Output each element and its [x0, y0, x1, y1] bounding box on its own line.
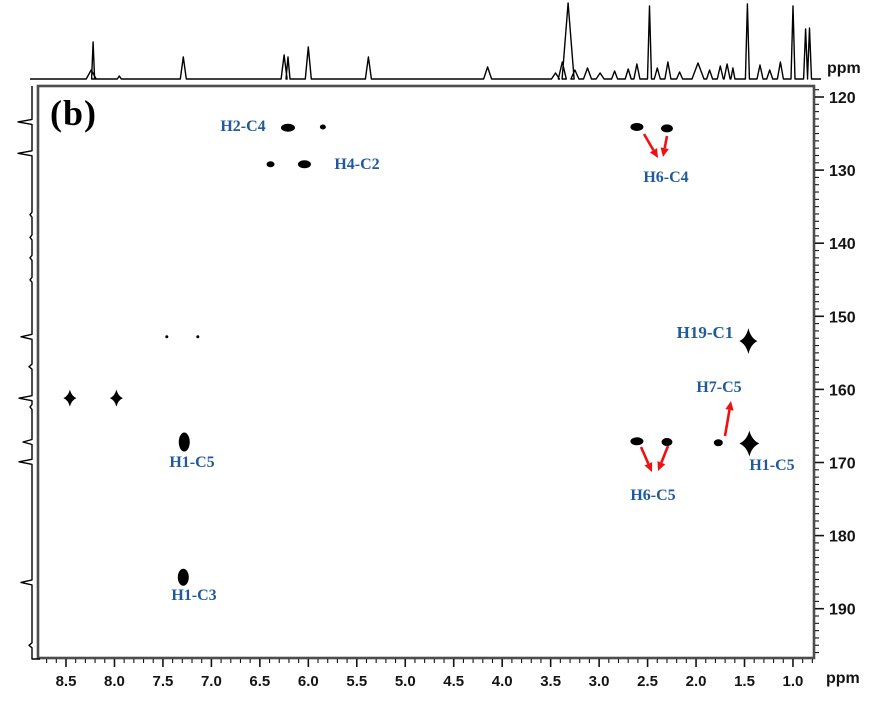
cross-peak: [661, 438, 673, 447]
peak-label-h1-c5: H1-C5: [169, 454, 215, 471]
x-tick-label: 8.0: [104, 673, 125, 690]
plot-border-rect: [36, 84, 816, 660]
carbon-1d-trace: [17, 86, 40, 660]
x-tick-label: 1.0: [783, 673, 804, 690]
x-tick-label: 7.5: [153, 673, 174, 690]
red-arrow-shaft: [639, 446, 650, 465]
peak-label-h2-c4: H2-C4: [220, 118, 266, 135]
red-arrow-shaft: [660, 445, 670, 464]
x-tick-label: 3.5: [540, 673, 561, 690]
y-tick-label: 160: [829, 382, 856, 399]
red-arrow-shaft: [642, 133, 655, 151]
peak-label-h19-c1: H19-C1: [676, 323, 734, 342]
x-tick-label: 6.5: [249, 673, 270, 690]
plot-border: [36, 84, 816, 660]
x-tick-label: 4.5: [443, 673, 464, 690]
red-arrow-head: [657, 461, 666, 471]
cross-peak: [266, 161, 275, 168]
y-tick-label: 170: [829, 456, 856, 473]
peak-label-h7-c5: H7-C5: [696, 379, 742, 396]
cross-peak: [196, 335, 200, 339]
y-tick-label: 130: [829, 163, 856, 180]
cross-peak: [630, 437, 644, 446]
y-tick-label: 150: [829, 309, 856, 326]
peak-label-h1-c5: H1-C5: [749, 457, 795, 474]
y-tick-label: 120: [829, 90, 856, 107]
x-tick-label: 5.0: [395, 673, 416, 690]
carbon-trace-path: [17, 86, 40, 660]
red-arrow-shaft: [663, 135, 669, 149]
cross-peak: [178, 432, 190, 452]
proton-1d-trace: [30, 2, 821, 80]
red-arrow-shaft: [723, 409, 731, 437]
y-axis-ticks: 120 130 140 150 160 170 180 190: [815, 89, 856, 654]
correlation-arrows: [639, 133, 734, 472]
x-tick-label: 2.5: [637, 673, 658, 690]
cross-peak: [280, 123, 295, 132]
x-tick-label: 8.5: [56, 673, 77, 690]
cross-peak: [319, 124, 326, 130]
cross-peak: [713, 439, 723, 447]
cross-peak: [630, 122, 644, 131]
x-tick-label: 4.0: [492, 673, 513, 690]
peak-label-h1-c3: H1-C3: [171, 587, 217, 604]
peak-label-h6-c4: H6-C4: [643, 169, 689, 186]
red-arrow-head: [725, 401, 734, 411]
cross-peak: [109, 389, 123, 407]
peak-label-h6-c5: H6-C5: [630, 487, 676, 504]
x-tick-label: 2.0: [686, 673, 707, 690]
panel-label: (b): [50, 93, 97, 133]
cross-peak: [660, 124, 673, 133]
red-arrow-head: [644, 462, 653, 472]
cross-peak: [739, 430, 760, 457]
cross-peak: [177, 568, 189, 586]
x-tick-label: 3.0: [589, 673, 610, 690]
y-axis-unit-label: ppm: [827, 60, 861, 77]
x-tick-label: 5.5: [346, 673, 367, 690]
red-arrow-head: [660, 147, 669, 157]
cross-peak: [297, 160, 311, 169]
red-arrow-head: [649, 148, 658, 158]
proton-trace-path: [30, 2, 821, 80]
cross-peak: [165, 335, 169, 339]
cross-peak: [63, 389, 77, 407]
x-axis-unit-label: ppm: [826, 670, 860, 687]
x-tick-label: 1.5: [734, 673, 755, 690]
peak-label-h4-c2: H4-C2: [334, 156, 380, 173]
x-tick-label: 6.0: [298, 673, 319, 690]
y-tick-label: 140: [829, 236, 856, 253]
y-tick-label: 180: [829, 529, 856, 546]
y-tick-label: 190: [829, 602, 856, 619]
cross-peaks: [63, 122, 760, 586]
x-tick-label: 7.0: [201, 673, 222, 690]
cross-peak: [739, 328, 758, 355]
x-axis-ticks: 8.5 8.0 7.5 7.0 6.5 6.0 5.5 5.0 4.5 4.0 3.5 3.0 2.5 2…: [46, 659, 813, 690]
